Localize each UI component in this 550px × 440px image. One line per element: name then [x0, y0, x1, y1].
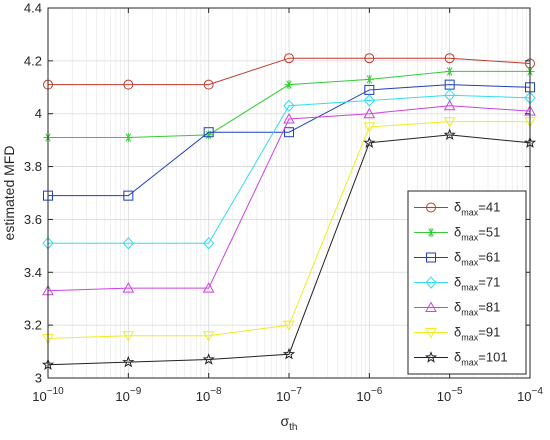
legend-label: δmax=41: [454, 200, 500, 218]
legend-marker: [426, 228, 436, 237]
data-point: [284, 53, 294, 64]
data-point: [364, 53, 375, 64]
data-point: [445, 66, 455, 76]
series-line: [47, 134, 531, 366]
legend-label: δmax=61: [454, 250, 500, 268]
legend: δmax=41 δmax=51 δmax=61 δmax=71 δmax=81 δmax=…: [407, 190, 527, 375]
y-tick-label: 4: [35, 106, 42, 121]
legend-item: δmax=61: [414, 250, 500, 268]
y-tick-label: 3.6: [24, 212, 42, 227]
legend-marker: [425, 301, 437, 312]
legend-label: δmax=91: [454, 325, 500, 343]
series-line: [48, 84, 531, 197]
y-tick-label: 3.8: [24, 159, 42, 174]
data-point: [203, 79, 214, 90]
series-line: [48, 57, 531, 86]
legend-label: δmax=81: [454, 300, 500, 318]
data-point: [363, 122, 376, 133]
x-axis-label: σth: [281, 413, 298, 433]
x-tick-label: 10−9: [115, 386, 141, 404]
series-line: [47, 105, 531, 292]
legend-item: δmax=71: [414, 275, 500, 293]
data-point: [202, 236, 215, 250]
x-tick-label: 10−4: [517, 386, 543, 404]
data-point: [283, 99, 295, 113]
x-tick-label: 10−6: [356, 386, 382, 404]
data-point: [122, 331, 135, 342]
data-point: [443, 128, 456, 141]
data-point: [203, 127, 214, 138]
data-point: [122, 355, 135, 368]
x-tick-label: 10−7: [276, 386, 302, 404]
legend-item: δmax=91: [414, 325, 500, 343]
data-point: [283, 112, 295, 124]
data-point: [283, 320, 295, 332]
data-point: [123, 79, 134, 90]
data-point: [363, 107, 376, 119]
y-tick-label: 4.4: [24, 1, 42, 16]
data-point: [363, 136, 376, 148]
legend-item: δmax=51: [414, 225, 500, 243]
data-point: [122, 236, 135, 250]
data-point: [284, 80, 294, 90]
legend-item: δmax=41: [414, 200, 500, 218]
data-point: [282, 347, 296, 360]
series-4: [42, 99, 536, 296]
data-point: [363, 94, 376, 107]
y-tick-label: 4.2: [24, 53, 42, 68]
series-5: [42, 117, 536, 345]
y-tick-label: 3.4: [24, 265, 42, 280]
data-point: [444, 53, 455, 64]
legend-label: δmax=71: [454, 275, 500, 293]
x-tick-label: 10−5: [437, 386, 463, 404]
label-layer: 10−10 10−9 10−8 10−7 10−6 10−5 10−4 3 3.2 3.4 3.6 3…: [24, 1, 543, 405]
data-point: [364, 74, 374, 84]
series-line: [47, 121, 530, 339]
series-line: [48, 94, 531, 244]
legend-label: δmax=51: [454, 225, 500, 243]
legend-marker: [426, 202, 436, 213]
x-axis-label-symbol: σ: [281, 413, 290, 429]
y-tick-label: 3.2: [24, 318, 42, 333]
legend-label: δmax=101: [454, 350, 508, 368]
data-point: [202, 282, 215, 293]
legend-marker: [426, 252, 436, 263]
x-tick-label: 10−10: [32, 386, 64, 404]
legend-marker: [424, 351, 438, 363]
series-2: [43, 79, 535, 201]
legend-marker: [425, 276, 437, 289]
legend-item: δmax=101: [414, 350, 508, 368]
legend-item: δmax=81: [414, 300, 500, 318]
data-point: [123, 133, 133, 142]
data-point: [284, 127, 294, 138]
data-point: [443, 117, 456, 128]
x-tick-label: 10−8: [196, 386, 222, 404]
x-axis-label-subscript: th: [289, 422, 297, 433]
legend-marker: [425, 328, 437, 339]
data-point: [202, 353, 215, 365]
data-point: [443, 99, 456, 111]
y-axis-label: estimated MFD: [1, 146, 17, 241]
y-tick-label: 3: [35, 371, 42, 386]
data-point: [202, 331, 215, 342]
data-point: [123, 190, 134, 201]
data-point: [122, 282, 135, 293]
